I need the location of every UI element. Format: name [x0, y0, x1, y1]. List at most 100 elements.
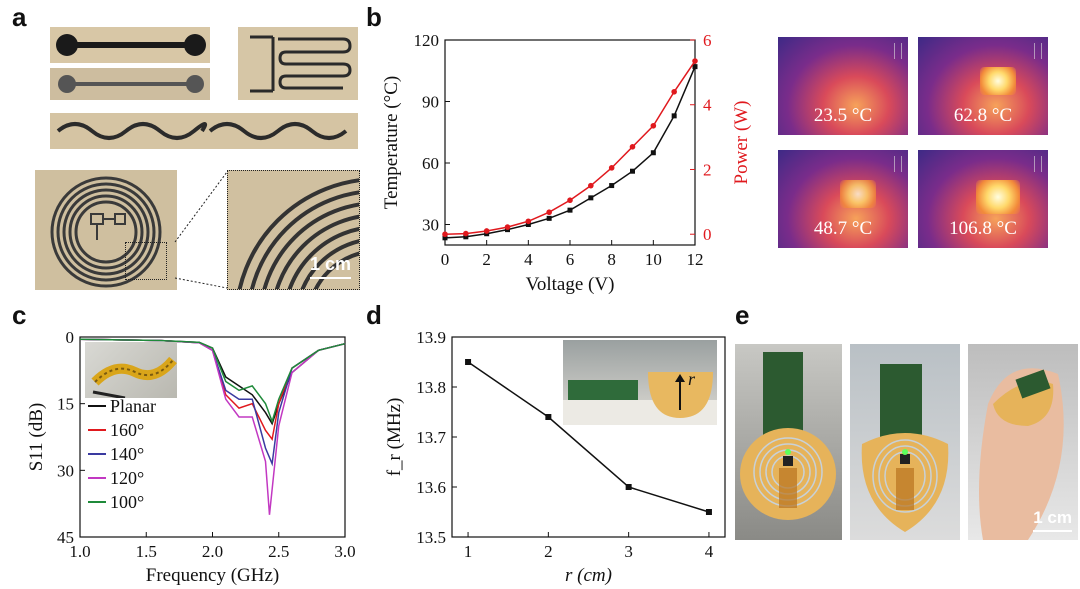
legend-label-c-4: 100° — [110, 492, 144, 512]
y-tick-label-c: 45 — [57, 528, 74, 547]
data-point-power — [525, 218, 532, 225]
data-point-power — [483, 228, 490, 234]
x-tick-label-c: 3.0 — [334, 542, 355, 561]
legend-label-c-1: 160° — [110, 420, 144, 440]
y-axis-label-c: S11 (dB) — [26, 403, 47, 471]
data-point-power — [588, 182, 594, 189]
y-tick-label-b: 120 — [414, 31, 440, 50]
data-point-power — [463, 230, 469, 237]
y-tick-label-d: 13.7 — [416, 428, 446, 447]
data-point-temperature — [609, 183, 615, 189]
data-point-temperature — [463, 234, 469, 240]
data-point-d — [545, 414, 552, 420]
chart-b: 0 2 4 6 8 10 12 30 60 90 120 0 2 4 6 Voltage (V) Tempera… — [381, 31, 752, 295]
panel-label-a: a — [12, 2, 27, 32]
data-point-temperature — [442, 235, 448, 241]
y-tick-label-b: 60 — [422, 154, 439, 173]
dumbbell-heater-photo-2 — [50, 68, 210, 100]
data-point-power — [546, 209, 552, 216]
data-point-power — [567, 197, 573, 204]
zoom-connector-lines — [174, 171, 228, 289]
data-point-power — [629, 144, 636, 150]
data-point-temperature — [650, 150, 656, 156]
y-tick-label-d: 13.6 — [416, 478, 446, 497]
x-axis-label-d: r (cm) — [565, 565, 612, 586]
scale-bar-a: 1 cm — [309, 254, 351, 279]
x-tick-label-c: 1.0 — [69, 542, 90, 561]
x-tick-label-b: 4 — [524, 250, 533, 269]
y2-tick-label-b: 4 — [703, 96, 712, 115]
x-tick-label-b: 2 — [482, 250, 491, 269]
x-tick-label-d: 2 — [544, 542, 553, 561]
x-tick-label-d: 1 — [464, 542, 473, 561]
y-tick-label-c: 15 — [57, 395, 74, 414]
thermal-temp-4: 106.8 °C — [949, 218, 1017, 239]
x-tick-label-b: 10 — [645, 250, 662, 269]
data-point-temperature — [671, 113, 677, 119]
inset-r-label: r — [688, 369, 696, 389]
x-tick-label-c: 2.5 — [268, 542, 289, 561]
x-tick-label-b: 12 — [687, 250, 704, 269]
data-point-power — [504, 224, 511, 230]
chart-d: 1 2 3 4 13.5 13.6 13.7 13.8 13.9 r (cm) f_r (MHz) — [384, 328, 726, 586]
data-point-temperature — [567, 207, 573, 213]
y-tick-label-b: 90 — [422, 93, 439, 112]
y-axis-label-d: f_r (MHz) — [384, 398, 405, 477]
thermal-image-4: 106.8 °C — [918, 150, 1048, 248]
y-tick-label-b: 30 — [422, 216, 439, 235]
panel-label-c: c — [12, 300, 27, 330]
x-tick-label-b: 8 — [607, 250, 616, 269]
data-point-power — [442, 231, 448, 238]
data-point-temperature — [588, 195, 594, 201]
data-point-temperature — [525, 222, 531, 227]
spiral-antenna-photo — [35, 170, 177, 290]
legend-label-c-2: 140° — [110, 444, 144, 464]
x-tick-label-c: 2.0 — [202, 542, 223, 561]
data-point-d — [465, 359, 472, 365]
panel-label-b: b — [366, 2, 382, 32]
thermal-temp-3: 48.7 °C — [813, 218, 873, 239]
legend-label-c-3: 120° — [110, 468, 144, 488]
y-tick-label-c: 0 — [66, 328, 75, 347]
x-tick-label-d: 3 — [624, 542, 633, 561]
wavy-trace-photo — [50, 113, 358, 149]
x-tick-label-c: 1.5 — [136, 542, 157, 561]
x-tick-label-b: 0 — [441, 250, 450, 269]
x-tick-label-d: 4 — [705, 542, 714, 561]
x-tick-label-b: 6 — [566, 250, 575, 269]
thermal-temp-2: 62.8 °C — [953, 105, 1013, 126]
skin-mounted-device-photo: 1 cm — [968, 344, 1078, 540]
dumbbell-heater-photo-1 — [50, 27, 210, 63]
series-line-d — [467, 361, 710, 513]
thermal-temp-1: 23.5 °C — [813, 105, 873, 126]
legend-label-c-0: Planar — [110, 396, 156, 416]
wearable-device-photo-2 — [850, 344, 960, 540]
thermal-image-1: 23.5 °C — [778, 37, 908, 135]
data-point-power — [608, 165, 615, 171]
chart-c: 1.0 1.5 2.0 2.5 3.0 0 15 30 45 Frequency (GHz) S11… — [26, 328, 356, 586]
data-point-d — [625, 484, 632, 490]
plot-frame-b — [444, 39, 696, 246]
y-tick-label-d: 13.8 — [416, 378, 446, 397]
data-point-d — [705, 509, 712, 515]
y2-tick-label-b: 6 — [703, 31, 712, 50]
y-axis-label-b: Temperature (°C) — [381, 76, 402, 209]
y-tick-label-c: 30 — [57, 461, 74, 480]
meander-heater-photo — [238, 27, 358, 100]
thermal-image-3: 48.7 °C — [778, 150, 908, 248]
data-point-temperature — [546, 215, 552, 221]
wearable-device-photo-1 — [735, 344, 842, 540]
bent-antenna-inset-photo — [85, 342, 177, 398]
scale-bar-e: 1 cm — [1033, 508, 1072, 532]
y2-tick-label-b: 0 — [703, 225, 712, 244]
data-point-power — [671, 88, 677, 95]
panel-label-d: d — [366, 300, 382, 330]
series-line-c-4 — [79, 338, 346, 424]
panel-label-e: e — [735, 300, 750, 330]
x-axis-label-b: Voltage (V) — [526, 274, 615, 295]
y-tick-label-d: 13.9 — [416, 328, 446, 347]
coil-inset-photo: r — [563, 340, 717, 425]
spiral-zoom-photo: 1 cm — [227, 170, 360, 290]
y2-tick-label-b: 2 — [703, 160, 712, 179]
y2-axis-label-b: Power (W) — [731, 101, 752, 185]
